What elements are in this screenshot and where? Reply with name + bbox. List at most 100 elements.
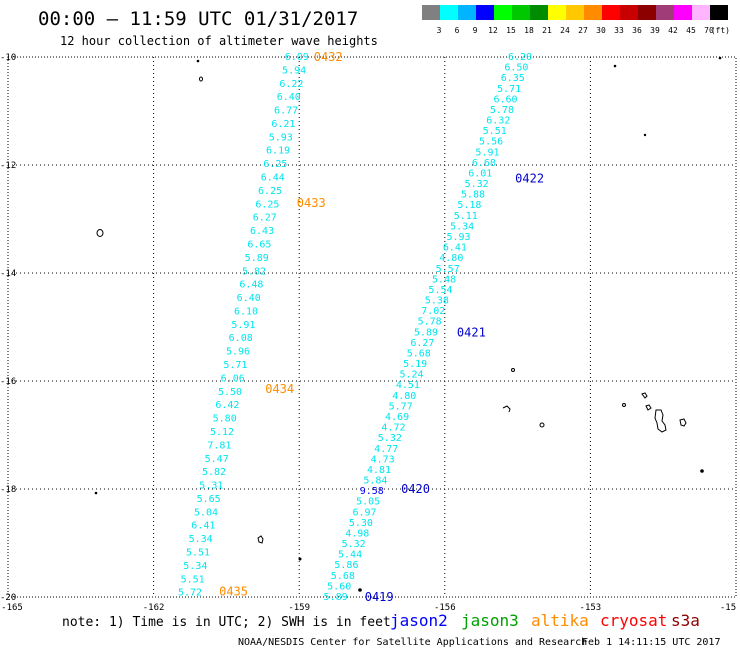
lon-tick-label: -162	[143, 603, 165, 613]
legend-unit: (ft)	[711, 26, 730, 35]
legend-swatch	[458, 5, 476, 20]
track-time-label: 0435	[219, 585, 248, 599]
island-coastline	[502, 405, 511, 413]
legend-swatch	[440, 5, 458, 20]
wave-height-value: 6.19	[266, 146, 290, 157]
satellite-name: jason2	[390, 611, 448, 630]
lat-tick-label: -16	[0, 377, 16, 387]
wave-height-value: 6.41	[443, 243, 467, 254]
island-coastline	[622, 403, 626, 407]
footer-note: note: 1) Time is in UTC; 2) SWH is in fe…	[62, 615, 391, 630]
island-coastline	[643, 133, 647, 137]
wave-height-value: 5.68	[407, 348, 431, 359]
wave-height-value: 5.48	[432, 274, 456, 285]
wave-height-value: 6.35	[501, 73, 525, 84]
satellite-legend: jason2 jason3 altika cryosat s3a	[390, 611, 700, 630]
island-coastline	[679, 418, 687, 427]
wave-height-value: 6.22	[279, 79, 303, 90]
legend-swatch	[548, 5, 566, 20]
legend-label: 21	[542, 26, 552, 35]
wave-height-value: 4.80	[439, 253, 463, 264]
legend-label: 9	[473, 26, 478, 35]
wave-height-value: 6.09	[285, 52, 309, 63]
island-coastline	[511, 368, 515, 372]
satellite-name: cryosat	[600, 611, 667, 630]
track-time-label: 0432	[314, 50, 343, 64]
legend-label: 36	[632, 26, 642, 35]
legend-swatch	[476, 5, 494, 20]
wave-height-value: 6.65	[247, 239, 271, 250]
wave-height-value: 5.57	[436, 264, 460, 275]
island-coastline	[196, 59, 200, 63]
wave-height-value: 5.38	[425, 296, 449, 307]
wave-height-value: 5.05	[356, 497, 380, 508]
lon-tick-label: -165	[1, 603, 23, 613]
island-coastline	[96, 229, 104, 237]
lat-tick-label: -14	[0, 269, 16, 279]
wave-height-value: 5.19	[403, 359, 427, 370]
wave-height-value: 5.32	[342, 539, 366, 550]
wave-height-value: 5.65	[197, 494, 221, 505]
lat-tick-label: -18	[0, 485, 16, 495]
legend-swatch	[512, 5, 530, 20]
lat-tick-label: -10	[0, 53, 16, 63]
legend-swatch	[692, 5, 710, 20]
wave-height-value: 5.30	[349, 518, 373, 529]
wave-height-value: 5.44	[338, 550, 362, 561]
wave-height-value: 5.94	[282, 65, 306, 76]
wave-height-value: 5.32	[465, 179, 489, 190]
island-coastlines	[94, 56, 722, 592]
wave-height-value: 5.71	[223, 360, 247, 371]
wave-height-value: 5.91	[475, 147, 499, 158]
satellite-name: s3a	[671, 611, 700, 630]
wave-height-value: 5.80	[213, 414, 237, 425]
legend-label: 6	[455, 26, 460, 35]
wave-height-value: 6.68	[472, 158, 496, 169]
legend-label: 3	[437, 26, 442, 35]
track-time-label: 0434	[265, 382, 294, 396]
legend-label: 33	[614, 26, 624, 35]
legend-swatch	[602, 5, 620, 20]
track-time-label: 0420	[401, 482, 430, 496]
wave-height-value: 6.27	[253, 213, 277, 224]
lat-tick-label: -12	[0, 161, 16, 171]
altimeter-tracks: 6.09 5.94 6.22 6.40 6.77 6.21 5.93 6.19 6.25 6.44…	[178, 50, 544, 604]
wave-height-value: 5.91	[231, 320, 255, 331]
island-coastline	[539, 422, 545, 428]
wave-height-value: 5.89	[324, 592, 348, 603]
wave-height-value: 4.72	[381, 423, 405, 434]
footer-credit: NOAA/NESDIS Center for Satellite Applica…	[238, 637, 587, 648]
map-subtitle: 12 hour collection of altimeter wave hei…	[60, 34, 378, 48]
legend-label: 70	[704, 26, 714, 35]
legend-swatch	[422, 5, 440, 20]
map-grid: -165 -162 -159 -156 -153 -15 -10 -12 -14 -16 -18 -2…	[0, 53, 737, 613]
lat-tick-label: -20	[0, 593, 16, 603]
legend-label: 45	[686, 26, 696, 35]
wave-height-value: 6.08	[229, 333, 253, 344]
legend-swatch	[494, 5, 512, 20]
legend-swatch	[530, 5, 548, 20]
wave-height-value: 5.31	[199, 481, 223, 492]
wave-height-value: 5.51	[186, 548, 210, 559]
island-coastline	[358, 588, 362, 592]
wave-height-value: 5.89	[245, 253, 269, 264]
wave-height-value: 5.71	[497, 84, 521, 95]
wave-height-value: 6.43	[250, 226, 274, 237]
wave-height-value: 5.72	[178, 588, 202, 599]
island-coastline	[645, 404, 652, 411]
map-title: 00:00 – 11:59 UTC 01/31/2017	[38, 8, 358, 30]
wave-height-value: 5.50	[218, 387, 242, 398]
wave-height-value: 5.88	[461, 190, 485, 201]
wave-height-value: 5.32	[378, 433, 402, 444]
wave-height-value: 5.04	[194, 507, 218, 518]
wave-height-value: 4.77	[374, 444, 398, 455]
wave-height-value: 4.51	[396, 380, 420, 391]
track-time-label: 0419	[365, 590, 394, 604]
color-legend: 3 6 9 12 15 18 21 24 27 30 33 36 39 42 45 70(ft)	[422, 5, 730, 35]
island-coastline	[257, 535, 264, 544]
satellite-name: altika	[531, 611, 589, 630]
wave-height-value: 5.51	[483, 126, 507, 137]
wave-height-value: 6.25	[258, 186, 282, 197]
wave-height-value: 5.51	[181, 574, 205, 585]
